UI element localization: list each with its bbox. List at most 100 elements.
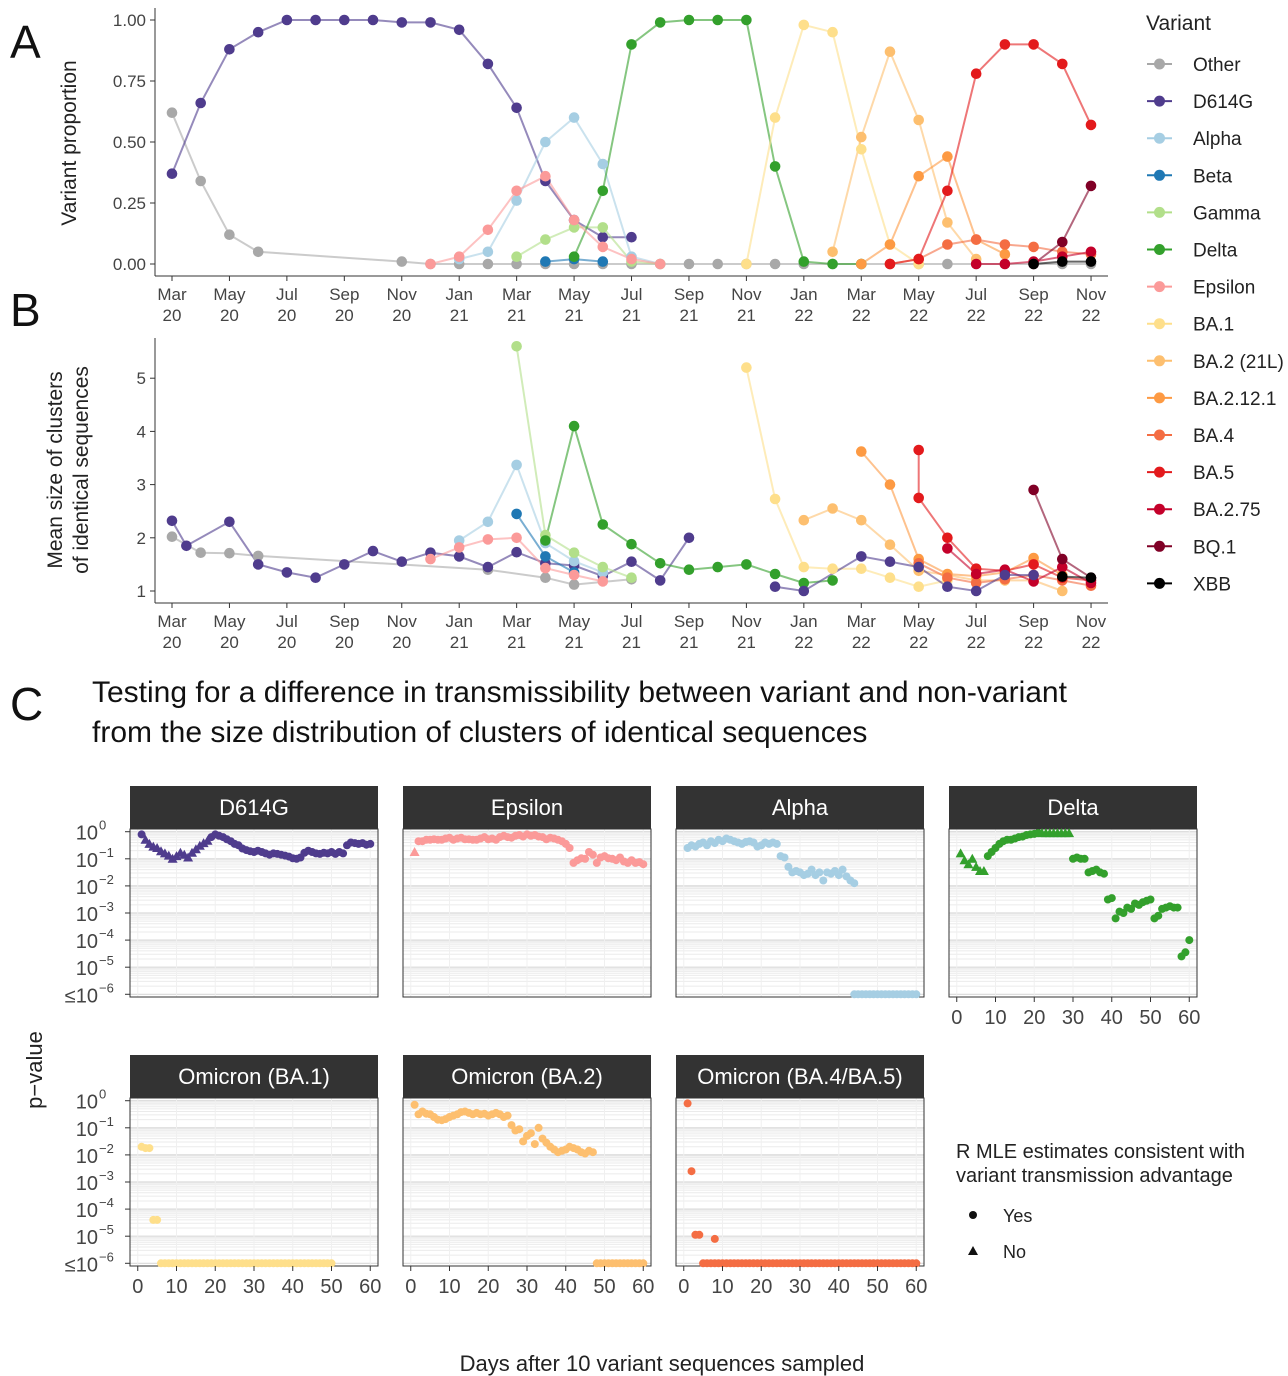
facet-strip xyxy=(130,786,378,829)
x-tick-year: 20 xyxy=(220,633,239,652)
data-point xyxy=(827,563,838,574)
data-point xyxy=(597,519,609,530)
panel-label-a: A xyxy=(10,16,41,68)
data-point xyxy=(145,1144,154,1153)
data-point xyxy=(999,248,1011,260)
facet-strip xyxy=(130,1055,378,1098)
y-tick-exponent: −4 xyxy=(99,926,114,941)
data-point xyxy=(654,258,666,270)
x-tick-month: May xyxy=(558,285,591,304)
data-point xyxy=(166,107,178,118)
data-point xyxy=(942,543,953,554)
x-tick-month: Mar xyxy=(502,612,532,631)
x-tick-month: Nov xyxy=(731,285,762,304)
facet-title: Alpha xyxy=(772,795,829,820)
legend-item-label: Gamma xyxy=(1193,203,1261,224)
y-tick-exponent: 0 xyxy=(99,1087,106,1102)
y-tick-label: 4 xyxy=(137,422,146,441)
data-point xyxy=(453,251,465,262)
data-point xyxy=(540,551,551,562)
x-tick-month: May xyxy=(213,285,246,304)
x-tick-year: 21 xyxy=(737,633,756,652)
y-tick-exponent: −5 xyxy=(99,1222,114,1237)
data-point xyxy=(1085,180,1097,192)
data-point xyxy=(970,577,982,589)
legend-key-dot xyxy=(1154,244,1165,255)
x-tick-year: 21 xyxy=(622,306,641,325)
data-point xyxy=(166,515,178,527)
data-point-triangle xyxy=(967,853,978,863)
data-point xyxy=(856,131,867,143)
data-point xyxy=(540,562,551,574)
x-tick-month: Jul xyxy=(621,285,643,304)
data-point xyxy=(166,168,178,179)
data-point xyxy=(769,161,781,172)
data-point xyxy=(511,251,522,262)
series-line-delta xyxy=(573,19,862,265)
data-point xyxy=(1057,58,1068,70)
data-point xyxy=(181,540,192,552)
facet-strip xyxy=(949,786,1197,829)
data-point xyxy=(482,58,494,70)
legend-title: Variant xyxy=(1146,12,1211,35)
x-tick-month: Nov xyxy=(731,612,762,631)
x-tick-year: 22 xyxy=(852,633,871,652)
x-tick-year: 22 xyxy=(1024,306,1043,325)
panel-label-c: C xyxy=(10,678,43,730)
legend-item-label: BA.5 xyxy=(1193,463,1234,484)
y-tick-label: 10 xyxy=(76,1200,98,1222)
legend-item-label: BA.1 xyxy=(1193,315,1234,336)
x-tick-label: 20 xyxy=(477,1276,499,1298)
data-point xyxy=(769,568,781,580)
series-line-ba-2-12-1 xyxy=(860,155,1006,265)
data-point xyxy=(166,531,178,542)
data-point xyxy=(568,222,580,233)
y-tick-label: 10 xyxy=(76,823,98,845)
data-point xyxy=(252,26,264,38)
data-point xyxy=(1057,571,1068,582)
data-point xyxy=(827,503,838,514)
legend-key-dot xyxy=(1154,206,1165,218)
legend-key-dot xyxy=(1154,95,1165,107)
data-point xyxy=(798,256,810,267)
x-tick-year: 21 xyxy=(622,633,641,652)
x-tick-label: 50 xyxy=(593,1276,615,1298)
legend-key-dot xyxy=(1154,169,1165,181)
panel-c-ylabel: p−value xyxy=(22,1031,47,1109)
data-point xyxy=(511,508,522,520)
data-point xyxy=(654,575,666,586)
shape-legend-yes: Yes xyxy=(1003,1206,1032,1226)
data-point xyxy=(597,158,609,170)
data-point xyxy=(626,231,637,243)
series-line-ba-2-12-1 xyxy=(860,450,1063,578)
data-point xyxy=(639,860,648,869)
data-point xyxy=(741,559,752,570)
x-tick-label: 30 xyxy=(789,1276,811,1298)
x-tick-year: 22 xyxy=(909,306,928,325)
data-point xyxy=(798,577,810,589)
data-point xyxy=(970,68,982,79)
data-point xyxy=(780,853,789,862)
data-point xyxy=(942,151,953,162)
data-point xyxy=(396,17,408,28)
data-point xyxy=(942,217,953,228)
data-point xyxy=(683,14,695,26)
data-point xyxy=(970,585,982,597)
data-point xyxy=(712,14,723,26)
x-tick-month: Jan xyxy=(445,285,472,304)
data-point xyxy=(540,535,551,546)
data-point xyxy=(654,558,666,569)
data-point xyxy=(540,572,551,583)
y-tick-label: 1 xyxy=(137,582,146,601)
y-tick-label: 3 xyxy=(137,476,146,495)
data-point xyxy=(252,246,264,258)
legend-key-dot xyxy=(1154,281,1165,293)
data-point xyxy=(769,258,781,270)
y-tick-exponent: −5 xyxy=(99,953,114,968)
x-tick-year: 20 xyxy=(335,306,354,325)
x-tick-month: Sep xyxy=(674,612,704,631)
y-tick-exponent: −1 xyxy=(99,1114,114,1129)
data-point xyxy=(884,556,896,567)
x-tick-year: 21 xyxy=(450,633,469,652)
data-point xyxy=(856,258,867,270)
